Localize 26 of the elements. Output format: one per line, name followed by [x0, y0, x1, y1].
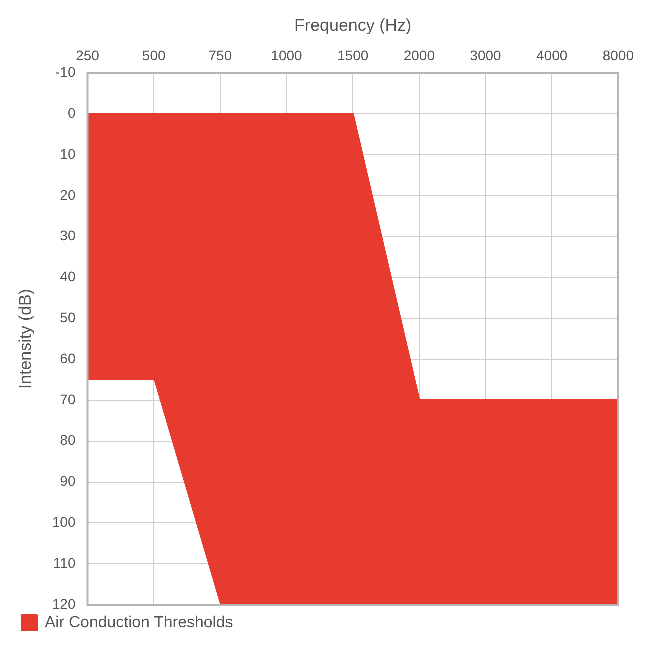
y-tick-label: 100 — [52, 514, 76, 530]
x-tick-label: 250 — [76, 48, 100, 64]
x-tick-label: 1000 — [271, 48, 303, 64]
y-axis-title: Intensity (dB) — [16, 289, 35, 390]
y-tick-label: -10 — [56, 64, 76, 80]
x-tick-label: 2000 — [404, 48, 436, 64]
x-tick-label: 500 — [142, 48, 166, 64]
y-tick-label: 10 — [60, 146, 76, 162]
y-tick-label: 50 — [60, 310, 76, 326]
x-tick-label: 3000 — [470, 48, 502, 64]
y-tick-label: 20 — [60, 186, 76, 203]
x-axis-title: Frequency (Hz) — [294, 16, 412, 35]
x-tick-label: 750 — [208, 48, 232, 64]
y-tick-label: 110 — [53, 554, 76, 571]
y-tick-label: 30 — [60, 228, 76, 244]
x-tick-label: 4000 — [536, 48, 568, 64]
y-tick-label: 60 — [60, 350, 76, 366]
x-tick-label: 1500 — [338, 48, 369, 64]
y-tick-label: 80 — [60, 432, 76, 448]
x-tick-label: 8000 — [602, 48, 634, 64]
y-tick-label: 40 — [60, 268, 76, 285]
y-tick-label: 0 — [68, 104, 76, 121]
y-tick-label: 90 — [60, 473, 76, 490]
legend-label: Air Conduction Thresholds — [45, 614, 234, 632]
y-tick-label: 120 — [52, 596, 76, 612]
y-tick-label: 70 — [60, 391, 76, 408]
